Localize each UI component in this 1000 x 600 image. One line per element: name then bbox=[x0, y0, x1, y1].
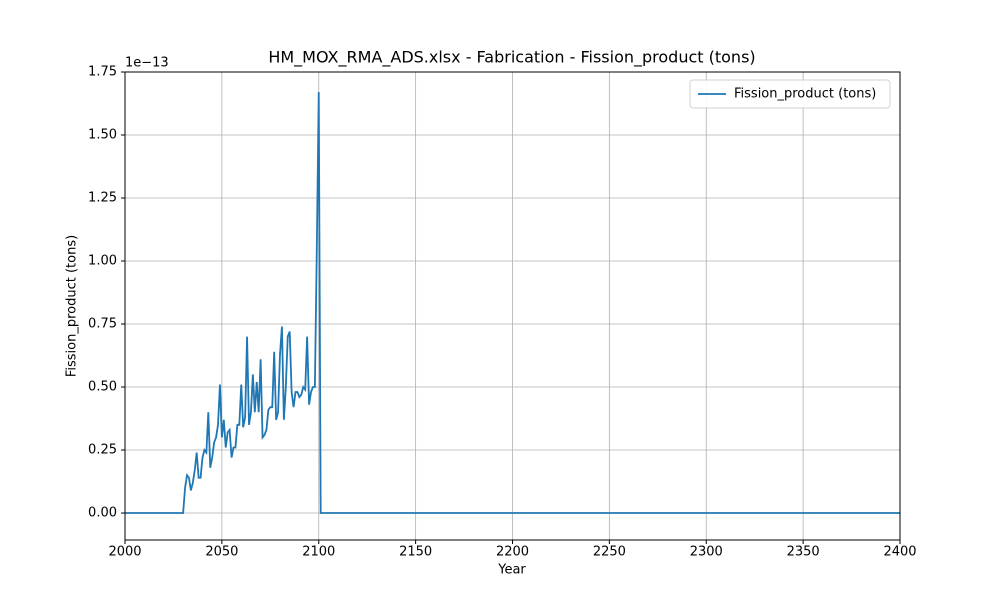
y-tick-label: 0.50 bbox=[88, 380, 117, 395]
x-tick-label: 2050 bbox=[205, 545, 238, 560]
x-tick-label: 2250 bbox=[593, 545, 626, 560]
x-tick-label: 2150 bbox=[399, 545, 432, 560]
x-tick-label: 2300 bbox=[690, 545, 723, 560]
y-tick-label: 1.25 bbox=[88, 191, 117, 206]
legend-box bbox=[689, 79, 891, 109]
legend-label: Fission_product (tons) bbox=[734, 87, 876, 102]
y-tick-label: 1.75 bbox=[88, 65, 117, 80]
x-tick-label: 2200 bbox=[496, 545, 529, 560]
y-tick-label: 0.75 bbox=[88, 317, 117, 332]
x-tick-label: 2350 bbox=[787, 545, 820, 560]
chart-title: HM_MOX_RMA_ADS.xlsx - Fabrication - Fiss… bbox=[268, 48, 755, 68]
y-tick-label: 1.50 bbox=[88, 128, 117, 143]
y-tick-label: 0.25 bbox=[88, 443, 117, 458]
y-axis-label: Fission_product (tons) bbox=[65, 235, 80, 377]
x-tick-label: 2000 bbox=[108, 545, 141, 560]
x-tick-label: 2400 bbox=[883, 545, 916, 560]
data-line bbox=[125, 92, 900, 514]
x-tick-label: 2100 bbox=[302, 545, 335, 560]
y-tick-label: 0.00 bbox=[88, 506, 117, 521]
y-offset-label: 1e−13 bbox=[125, 56, 169, 71]
plot-frame bbox=[124, 71, 901, 541]
x-axis-label: Year bbox=[497, 563, 526, 578]
y-tick-label: 1.00 bbox=[88, 254, 117, 269]
